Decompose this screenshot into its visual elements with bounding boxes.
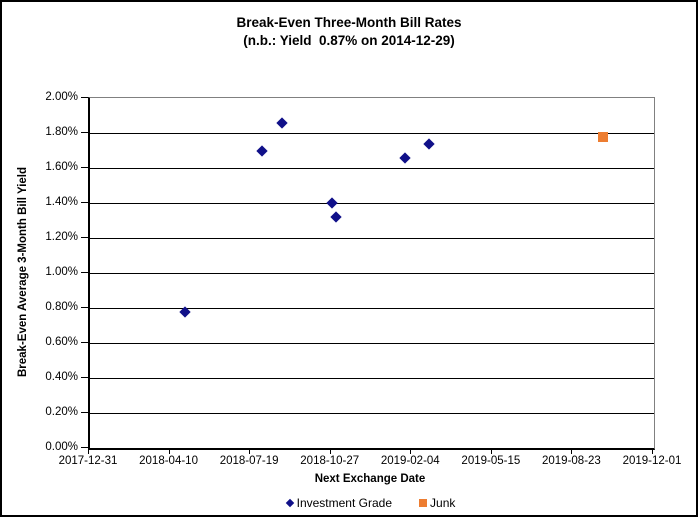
y-tick-label: 1.80%	[45, 126, 78, 138]
y-tick-label: 1.00%	[45, 266, 78, 278]
x-tick-label: 2019-12-01	[622, 455, 682, 467]
y-axis-tick	[81, 342, 88, 343]
gridline	[90, 167, 654, 169]
y-axis-tick	[81, 307, 88, 308]
x-tick-label: 2019-02-04	[380, 455, 440, 467]
data-point-investment-grade	[326, 197, 338, 209]
gridline	[90, 202, 654, 204]
x-axis-tick	[410, 449, 412, 454]
data-point-investment-grade	[256, 144, 269, 157]
legend: Investment Grade Junk	[88, 496, 652, 510]
gridline	[90, 412, 654, 414]
x-tick-label: 2019-08-23	[542, 455, 601, 467]
gridline	[90, 377, 654, 379]
x-tick-label: 2017-12-31	[58, 455, 118, 467]
x-axis-tick	[571, 449, 573, 454]
square-icon	[419, 499, 428, 507]
x-axis-tick	[168, 449, 170, 454]
y-tick-label: 0.20%	[45, 406, 78, 418]
diamond-icon	[285, 498, 294, 508]
data-point-junk	[598, 131, 609, 142]
legend-item: Junk	[418, 496, 455, 510]
data-point-investment-grade	[330, 211, 342, 223]
x-axis-tick	[490, 449, 492, 454]
x-tick-label: 2018-10-27	[300, 455, 360, 467]
x-axis-tick	[329, 449, 331, 454]
y-tick-label: 1.40%	[45, 196, 78, 208]
y-axis-tick	[81, 447, 88, 448]
gridline	[90, 307, 654, 309]
x-axis-tick	[88, 449, 89, 454]
y-axis-tick	[81, 97, 88, 98]
x-tick-label: 2019-05-15	[461, 455, 521, 467]
legend-item: Investment Grade	[285, 496, 392, 510]
x-axis-tick	[249, 449, 251, 454]
y-tick-label: 0.60%	[45, 336, 78, 348]
y-axis-tick	[81, 237, 88, 238]
y-axis-tick	[81, 377, 88, 378]
gridline	[90, 237, 654, 239]
gridline	[90, 272, 654, 274]
y-tick-label: 0.80%	[45, 301, 78, 313]
chart-subtitle: (n.b.: Yield 0.87% on 2014-12-29)	[243, 33, 455, 48]
y-axis-tick	[81, 132, 88, 133]
y-axis-tick	[81, 272, 88, 273]
y-tick-label: 1.60%	[45, 161, 78, 173]
data-point-investment-grade	[276, 116, 288, 129]
x-tick-label: 2018-07-19	[219, 455, 279, 467]
legend-label: Investment Grade	[296, 496, 393, 510]
data-point-investment-grade	[423, 137, 435, 150]
x-axis-title: Next Exchange Date	[314, 473, 426, 485]
y-axis-tick	[81, 202, 88, 203]
data-point-investment-grade	[399, 151, 411, 164]
chart-title-block: Break-Even Three-Month Bill Rates (n.b.:…	[2, 14, 696, 50]
plot-area	[88, 97, 655, 450]
gridline	[90, 342, 654, 344]
y-tick-label: 2.00%	[45, 91, 78, 103]
y-tick-label: 0.40%	[45, 371, 78, 383]
legend-label: Junk	[430, 496, 456, 510]
y-axis-tick	[81, 167, 88, 168]
x-axis-tick	[652, 449, 653, 454]
y-tick-label: 0.00%	[45, 441, 78, 453]
chart-title: Break-Even Three-Month Bill Rates	[236, 15, 462, 30]
gridline	[90, 132, 654, 134]
x-tick-label: 2018-04-10	[139, 455, 198, 467]
y-axis-tick	[81, 412, 88, 413]
y-tick-label: 1.20%	[45, 231, 78, 243]
